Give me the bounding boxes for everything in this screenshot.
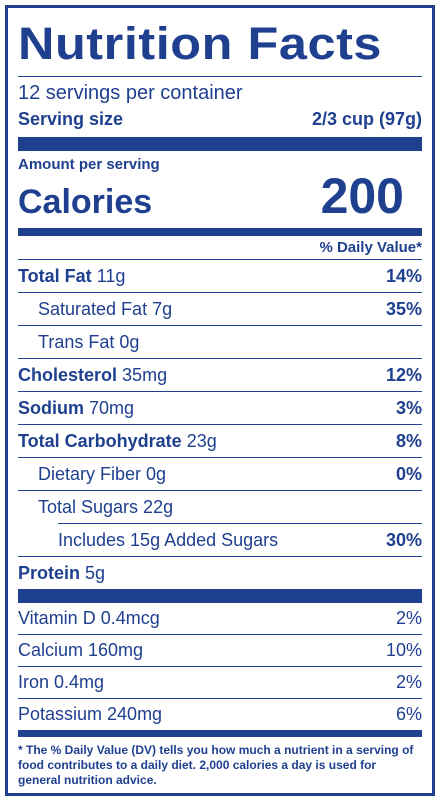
nutrient-name: Sodium	[18, 397, 84, 418]
nutrient-row-cholesterol: Cholesterol 35mg 12%	[18, 359, 422, 391]
divider	[18, 325, 422, 326]
nutrient-dv: 0%	[395, 463, 422, 484]
vitamin-name: Iron 0.4mg	[18, 672, 105, 692]
calories-value: 200	[320, 168, 404, 224]
nutrient-amount: 5g	[85, 562, 106, 583]
divider	[18, 698, 422, 699]
vitamin-name: Potassium 240mg	[18, 704, 163, 724]
nutrient-name: Cholesterol	[18, 364, 118, 385]
vitamin-name: Calcium 160mg	[18, 640, 144, 660]
nutrient-dv: 8%	[395, 430, 422, 451]
footnote: * The % Daily Value (DV) tells you how m…	[18, 743, 414, 787]
divider	[18, 259, 422, 260]
divider	[18, 292, 422, 293]
nutrient-name: Total Fat	[18, 265, 92, 286]
calories-label: Calories	[18, 183, 153, 221]
nutrient-name: Dietary Fiber 0g	[38, 463, 167, 484]
vitamin-dv: 2%	[395, 672, 422, 692]
divider	[18, 424, 422, 425]
nutrient-name: Total Carbohydrate	[18, 430, 182, 451]
divider	[18, 634, 422, 635]
nutrient-dv: 3%	[395, 397, 422, 418]
nutrient-row-trans-fat: Trans Fat 0g	[18, 326, 422, 358]
nutrient-row-total-carbohydrate: Total Carbohydrate 23g 8%	[18, 425, 422, 457]
label-title: Nutrition Facts	[18, 18, 383, 69]
thick-divider	[18, 137, 422, 151]
divider	[18, 457, 422, 458]
nutrient-name: Total Sugars 22g	[38, 496, 174, 517]
nutrient-name: Includes 15g Added Sugars	[58, 529, 279, 550]
divider	[18, 76, 422, 77]
amount-per-serving: Amount per serving	[18, 156, 160, 173]
nutrient-amount: 11g	[96, 265, 126, 286]
thick-divider	[18, 228, 422, 236]
nutrient-row-total-sugars: Total Sugars 22g	[18, 491, 422, 523]
vitamin-dv: 6%	[395, 704, 422, 724]
nutrient-name: Saturated Fat 7g	[38, 298, 173, 319]
nutrient-dv: 30%	[385, 529, 422, 550]
nutrient-name: Trans Fat 0g	[38, 331, 140, 352]
serving-size-row: Serving size 2/3 cup (97g)	[18, 105, 422, 133]
serving-size-label: Serving size	[18, 109, 124, 129]
thick-divider	[18, 589, 422, 603]
thick-divider	[18, 730, 422, 737]
nutrient-row-dietary-fiber: Dietary Fiber 0g 0%	[18, 458, 422, 490]
vitamin-dv: 2%	[395, 608, 422, 628]
divider	[18, 666, 422, 667]
vitamin-row-vitamin-d: Vitamin D 0.4mcg 2%	[18, 603, 422, 634]
daily-value-header: % Daily Value*	[319, 239, 422, 256]
nutrient-dv: 14%	[385, 265, 422, 286]
vitamin-dv: 10%	[385, 640, 422, 660]
nutrient-row-sodium: Sodium 70mg 3%	[18, 392, 422, 424]
divider	[58, 523, 422, 524]
divider	[18, 556, 422, 557]
nutrient-name: Protein	[18, 562, 81, 583]
nutrient-amount: 70mg	[89, 397, 135, 418]
nutrient-row-total-fat: Total Fat 11g 14%	[18, 260, 422, 292]
divider	[18, 490, 422, 491]
nutrient-dv: 12%	[385, 364, 422, 385]
vitamin-row-potassium: Potassium 240mg 6%	[18, 699, 422, 730]
divider	[18, 391, 422, 392]
nutrient-row-added-sugars: Includes 15g Added Sugars 30%	[18, 524, 422, 556]
vitamin-row-calcium: Calcium 160mg 10%	[18, 635, 422, 666]
serving-size-value: 2/3 cup (97g)	[311, 109, 422, 129]
nutrient-row-protein: Protein 5g	[18, 557, 422, 589]
servings-per-container: 12 servings per container	[18, 82, 243, 104]
vitamin-row-iron: Iron 0.4mg 2%	[18, 667, 422, 698]
divider	[18, 358, 422, 359]
calories-row: Calories 200	[18, 170, 422, 222]
nutrition-label: Nutrition Facts 12 servings per containe…	[5, 5, 435, 796]
vitamin-name: Vitamin D 0.4mcg	[18, 608, 160, 628]
nutrient-row-saturated-fat: Saturated Fat 7g 35%	[18, 293, 422, 325]
nutrient-dv: 35%	[385, 298, 422, 319]
nutrient-amount: 23g	[186, 430, 217, 451]
nutrient-amount: 35mg	[122, 364, 168, 385]
